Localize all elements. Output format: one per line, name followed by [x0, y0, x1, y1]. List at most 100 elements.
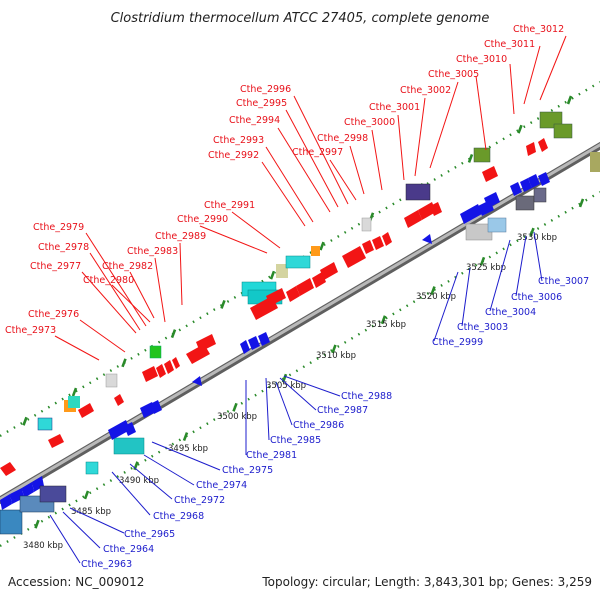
- gene-label[interactable]: Cthe_2989: [155, 231, 206, 242]
- gene-arrow[interactable]: [404, 210, 422, 228]
- gene-arrow[interactable]: [422, 234, 432, 244]
- gene-box[interactable]: [113, 437, 145, 455]
- gene-arrow[interactable]: [196, 334, 216, 352]
- gene-box[interactable]: [68, 396, 80, 408]
- gene-arrow[interactable]: [460, 204, 482, 224]
- gene-label[interactable]: Cthe_2982: [102, 261, 153, 272]
- gene-arrow[interactable]: [362, 240, 374, 254]
- gene-box[interactable]: [85, 461, 99, 475]
- gene-arrow[interactable]: [520, 178, 532, 192]
- gene-box[interactable]: [473, 147, 491, 163]
- gene-arrow[interactable]: [526, 142, 536, 156]
- gene-box[interactable]: [405, 183, 431, 201]
- gene-arrow[interactable]: [0, 494, 12, 510]
- gene-label[interactable]: Cthe_3001: [369, 102, 420, 113]
- gene-label[interactable]: Cthe_2987: [317, 405, 368, 416]
- gene-label[interactable]: Cthe_2972: [174, 495, 225, 506]
- gene-label[interactable]: Cthe_3004: [485, 307, 536, 318]
- gene-arrow[interactable]: [528, 174, 540, 188]
- gene-label[interactable]: Cthe_2993: [213, 135, 264, 146]
- gene-arrow[interactable]: [372, 236, 384, 250]
- gene-arrow[interactable]: [124, 422, 136, 436]
- gene-label[interactable]: Cthe_2976: [28, 309, 79, 320]
- gene-arrow[interactable]: [296, 278, 314, 296]
- gene-box[interactable]: [285, 255, 311, 269]
- gene-arrow[interactable]: [142, 366, 158, 382]
- gene-box[interactable]: [487, 217, 507, 233]
- gene-label[interactable]: Cthe_3005: [428, 69, 479, 80]
- gene-arrow[interactable]: [0, 462, 16, 476]
- gene-arrow[interactable]: [32, 476, 44, 492]
- gene-label[interactable]: Cthe_2992: [208, 150, 259, 161]
- gene-arrow[interactable]: [538, 172, 550, 186]
- gene-label[interactable]: Cthe_2995: [236, 98, 287, 109]
- gene-label[interactable]: Cthe_3012: [513, 24, 564, 35]
- gene-label[interactable]: Cthe_2998: [317, 133, 368, 144]
- gene-label[interactable]: Cthe_2973: [5, 325, 56, 336]
- gene-arrow[interactable]: [382, 232, 392, 246]
- gene-arrow[interactable]: [150, 400, 162, 414]
- gene-arrow[interactable]: [266, 288, 286, 306]
- gene-label[interactable]: Cthe_2978: [38, 242, 89, 253]
- gene-label[interactable]: Cthe_3007: [538, 276, 589, 287]
- gene-label[interactable]: Cthe_2968: [153, 511, 204, 522]
- gene-arrow[interactable]: [164, 360, 174, 374]
- gene-arrow[interactable]: [286, 286, 300, 302]
- gene-label[interactable]: Cthe_2964: [103, 544, 154, 555]
- gene-label[interactable]: Cthe_2994: [229, 115, 280, 126]
- gene-arrow[interactable]: [22, 482, 34, 498]
- gene-box[interactable]: [149, 345, 162, 359]
- gene-arrow[interactable]: [108, 420, 130, 440]
- gene-arrow[interactable]: [156, 364, 166, 378]
- gene-arrow[interactable]: [342, 246, 366, 268]
- gene-box[interactable]: [311, 246, 320, 256]
- gene-label[interactable]: Cthe_2977: [30, 261, 81, 272]
- gene-label[interactable]: Cthe_2983: [127, 246, 178, 257]
- gene-box[interactable]: [553, 123, 573, 139]
- gene-label[interactable]: Cthe_2980: [83, 275, 134, 286]
- gene-arrow[interactable]: [10, 488, 24, 504]
- gene-arrow[interactable]: [258, 332, 270, 346]
- gene-label[interactable]: Cthe_2963: [81, 559, 132, 570]
- gene-box[interactable]: [515, 195, 535, 211]
- gene-arrow[interactable]: [114, 394, 124, 406]
- gene-label[interactable]: Cthe_2999: [432, 337, 483, 348]
- gene-label[interactable]: Cthe_2975: [222, 465, 273, 476]
- gene-arrow[interactable]: [510, 182, 522, 196]
- gene-arrow[interactable]: [248, 336, 260, 350]
- gene-box[interactable]: [105, 373, 118, 388]
- gene-arrow[interactable]: [48, 434, 64, 448]
- gene-label[interactable]: Cthe_2981: [246, 450, 297, 461]
- gene-label[interactable]: Cthe_2991: [204, 200, 255, 211]
- gene-box[interactable]: [39, 485, 67, 503]
- gene-label[interactable]: Cthe_2990: [177, 214, 228, 225]
- gene-arrow[interactable]: [192, 376, 202, 386]
- gene-arrow[interactable]: [482, 166, 498, 182]
- gene-label[interactable]: Cthe_3002: [400, 85, 451, 96]
- gene-label[interactable]: Cthe_2988: [341, 391, 392, 402]
- gene-label[interactable]: Cthe_2996: [240, 84, 291, 95]
- gene-label[interactable]: Cthe_2985: [270, 435, 321, 446]
- gene-arrow[interactable]: [78, 403, 94, 418]
- gene-label[interactable]: Cthe_2965: [124, 529, 175, 540]
- gene-box[interactable]: [590, 152, 600, 172]
- gene-arrow[interactable]: [172, 357, 180, 369]
- gene-label[interactable]: Cthe_3003: [457, 322, 508, 333]
- gene-box[interactable]: [276, 264, 288, 278]
- gene-label[interactable]: Cthe_2979: [33, 222, 84, 233]
- gene-arrow[interactable]: [430, 202, 442, 216]
- gene-box[interactable]: [0, 509, 23, 535]
- gene-box[interactable]: [37, 417, 53, 431]
- gene-label[interactable]: Cthe_2986: [293, 420, 344, 431]
- gene-label[interactable]: Cthe_3011: [484, 39, 535, 50]
- gene-arrow[interactable]: [240, 340, 250, 354]
- gene-arrow[interactable]: [484, 192, 500, 208]
- gene-label[interactable]: Cthe_3010: [456, 54, 507, 65]
- gene-label[interactable]: Cthe_2974: [196, 480, 247, 491]
- gene-label[interactable]: Cthe_2997: [292, 147, 343, 158]
- gene-arrow[interactable]: [320, 262, 338, 280]
- gene-arrow[interactable]: [538, 138, 548, 152]
- gene-box[interactable]: [361, 217, 372, 232]
- gene-label[interactable]: Cthe_3000: [344, 117, 395, 128]
- gene-box[interactable]: [533, 187, 547, 203]
